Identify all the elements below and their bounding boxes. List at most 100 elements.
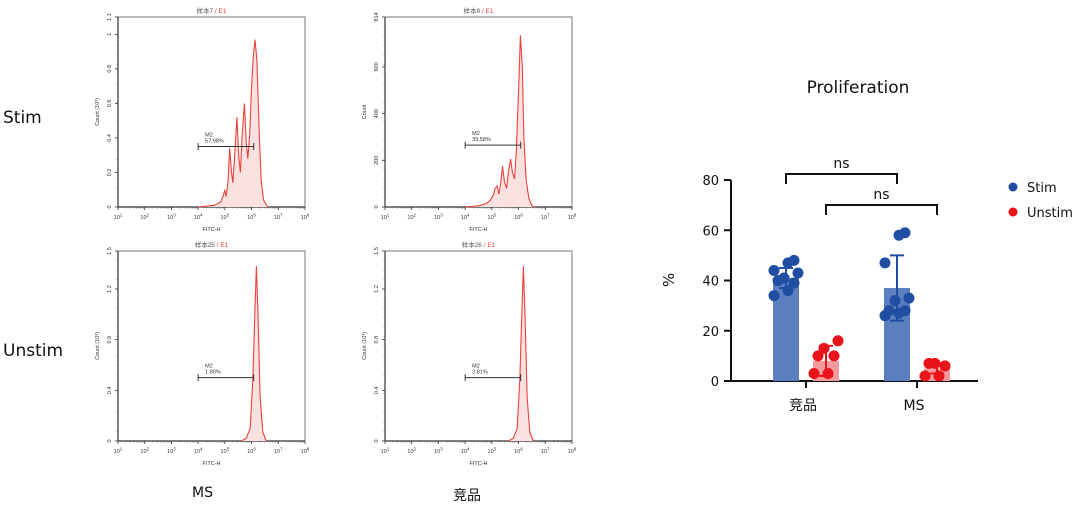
histogram-title: 样本7 / E1 [197, 6, 227, 15]
svg-text:107: 107 [274, 213, 283, 222]
data-point [883, 305, 895, 317]
svg-text:107: 107 [541, 213, 550, 222]
column-label-ms: MS [192, 485, 213, 501]
data-point [879, 257, 891, 269]
svg-text:0.4: 0.4 [374, 387, 380, 395]
data-point [933, 370, 945, 382]
svg-text:0.8: 0.8 [374, 336, 380, 344]
svg-text:105: 105 [221, 447, 230, 456]
svg-text:104: 104 [194, 213, 203, 222]
svg-text:104: 104 [461, 447, 470, 456]
svg-text:106: 106 [514, 213, 523, 222]
svg-text:60: 60 [702, 224, 719, 239]
svg-text:105: 105 [488, 447, 497, 456]
histogram-curve [240, 266, 267, 442]
gate-percentage: 39.58% [472, 137, 491, 143]
svg-text:106: 106 [514, 447, 523, 456]
svg-text:102: 102 [140, 213, 149, 222]
svg-text:0: 0 [374, 205, 380, 208]
data-point [768, 290, 780, 302]
svg-text:0.6: 0.6 [107, 100, 113, 108]
svg-text:103: 103 [434, 447, 443, 456]
significance-bracket [785, 173, 898, 184]
svg-text:107: 107 [274, 447, 283, 456]
data-point [808, 367, 820, 379]
histogram-ylabel: Count (10³) [95, 98, 101, 126]
svg-text:104: 104 [194, 447, 203, 456]
legend-marker-unstim [1008, 207, 1018, 217]
svg-text:0.4: 0.4 [107, 134, 113, 142]
data-point [899, 305, 911, 317]
data-point [929, 357, 941, 369]
svg-text:108: 108 [568, 447, 577, 456]
histogram-ylabel: Count [362, 104, 368, 119]
data-point [822, 367, 834, 379]
svg-text:0.8: 0.8 [107, 65, 113, 73]
svg-text:102: 102 [140, 447, 149, 456]
svg-text:106: 106 [247, 447, 256, 456]
svg-text:108: 108 [301, 213, 310, 222]
svg-text:1: 1 [107, 33, 113, 36]
svg-text:102: 102 [407, 213, 416, 222]
histogram-ylabel: Count (10³) [95, 332, 101, 360]
legend-label: Stim [1027, 181, 1057, 196]
histogram-xlabel: FITC-H [202, 461, 220, 467]
row-label-unstim: Unstim [3, 341, 64, 361]
svg-text:M2: M2 [205, 364, 213, 370]
data-point [903, 292, 915, 304]
data-point [939, 360, 951, 372]
histogram-curve [465, 35, 535, 208]
svg-text:103: 103 [434, 213, 443, 222]
histogram-curve [507, 266, 534, 442]
column-label-competitor: 竞品 [453, 488, 481, 504]
histogram-title: 样本8 / E1 [464, 6, 494, 15]
histogram-title: 样本25 / E1 [195, 240, 229, 249]
svg-text:400: 400 [374, 109, 380, 118]
row-label-stim: Stim [3, 108, 42, 128]
svg-text:102: 102 [407, 447, 416, 456]
svg-text:1.2: 1.2 [374, 285, 380, 293]
data-point [788, 254, 800, 266]
svg-text:20: 20 [702, 325, 719, 340]
data-point [818, 342, 830, 354]
proliferation-bar-chart: Proliferation 0 20 40 60 80% 竞品 MS ns ns Stim Unsti… [640, 60, 1080, 440]
svg-text:101: 101 [381, 213, 390, 222]
histogram-unstim-ms: 样本25 / E1 0 0.4 0.8 1.2 1.5 Count (10³) 101 102 1… [92, 236, 352, 471]
histogram-title: 样本26 / E1 [462, 240, 496, 249]
svg-text:40: 40 [702, 275, 719, 290]
histogram-xlabel: FITC-H [202, 227, 220, 233]
svg-text:0: 0 [107, 205, 113, 208]
data-point [889, 295, 901, 307]
svg-text:1.5: 1.5 [107, 247, 113, 255]
data-point [832, 335, 844, 347]
svg-text:107: 107 [541, 447, 550, 456]
data-point [792, 267, 804, 279]
x-category-label: 竞品 [789, 397, 817, 414]
svg-text:1.5: 1.5 [374, 247, 380, 255]
histogram-ylabel: Count (10³) [362, 332, 368, 360]
legend-marker-stim [1008, 182, 1018, 192]
data-point [782, 285, 794, 297]
svg-text:101: 101 [114, 447, 123, 456]
histogram-xlabel: FITC-H [469, 461, 487, 467]
histogram-stim-ms: 样本7 / E1 0 0.2 0.4 0.6 0.8 1 1.1 Count (10³) 101 1… [92, 2, 352, 237]
svg-text:0: 0 [374, 439, 380, 442]
data-point [788, 277, 800, 289]
gate-percentage: 2.81% [472, 370, 488, 376]
significance-label: ns [833, 156, 849, 172]
svg-text:105: 105 [488, 213, 497, 222]
svg-text:105: 105 [221, 213, 230, 222]
svg-text:1.2: 1.2 [107, 285, 113, 293]
chart-title: Proliferation [807, 78, 910, 98]
svg-text:108: 108 [568, 213, 577, 222]
legend-label: Unstim [1027, 206, 1073, 221]
svg-text:101: 101 [114, 213, 123, 222]
svg-text:M2: M2 [205, 133, 213, 139]
data-point [768, 264, 780, 276]
svg-text:M2: M2 [472, 364, 480, 370]
histogram-curve [198, 39, 269, 208]
histogram-stim-competitor: 样本8 / E1 0 200 400 600 814 Count 101 102 103 104 10… [359, 2, 619, 237]
svg-text:106: 106 [247, 213, 256, 222]
svg-text:0.4: 0.4 [107, 387, 113, 395]
svg-text:600: 600 [374, 62, 380, 71]
